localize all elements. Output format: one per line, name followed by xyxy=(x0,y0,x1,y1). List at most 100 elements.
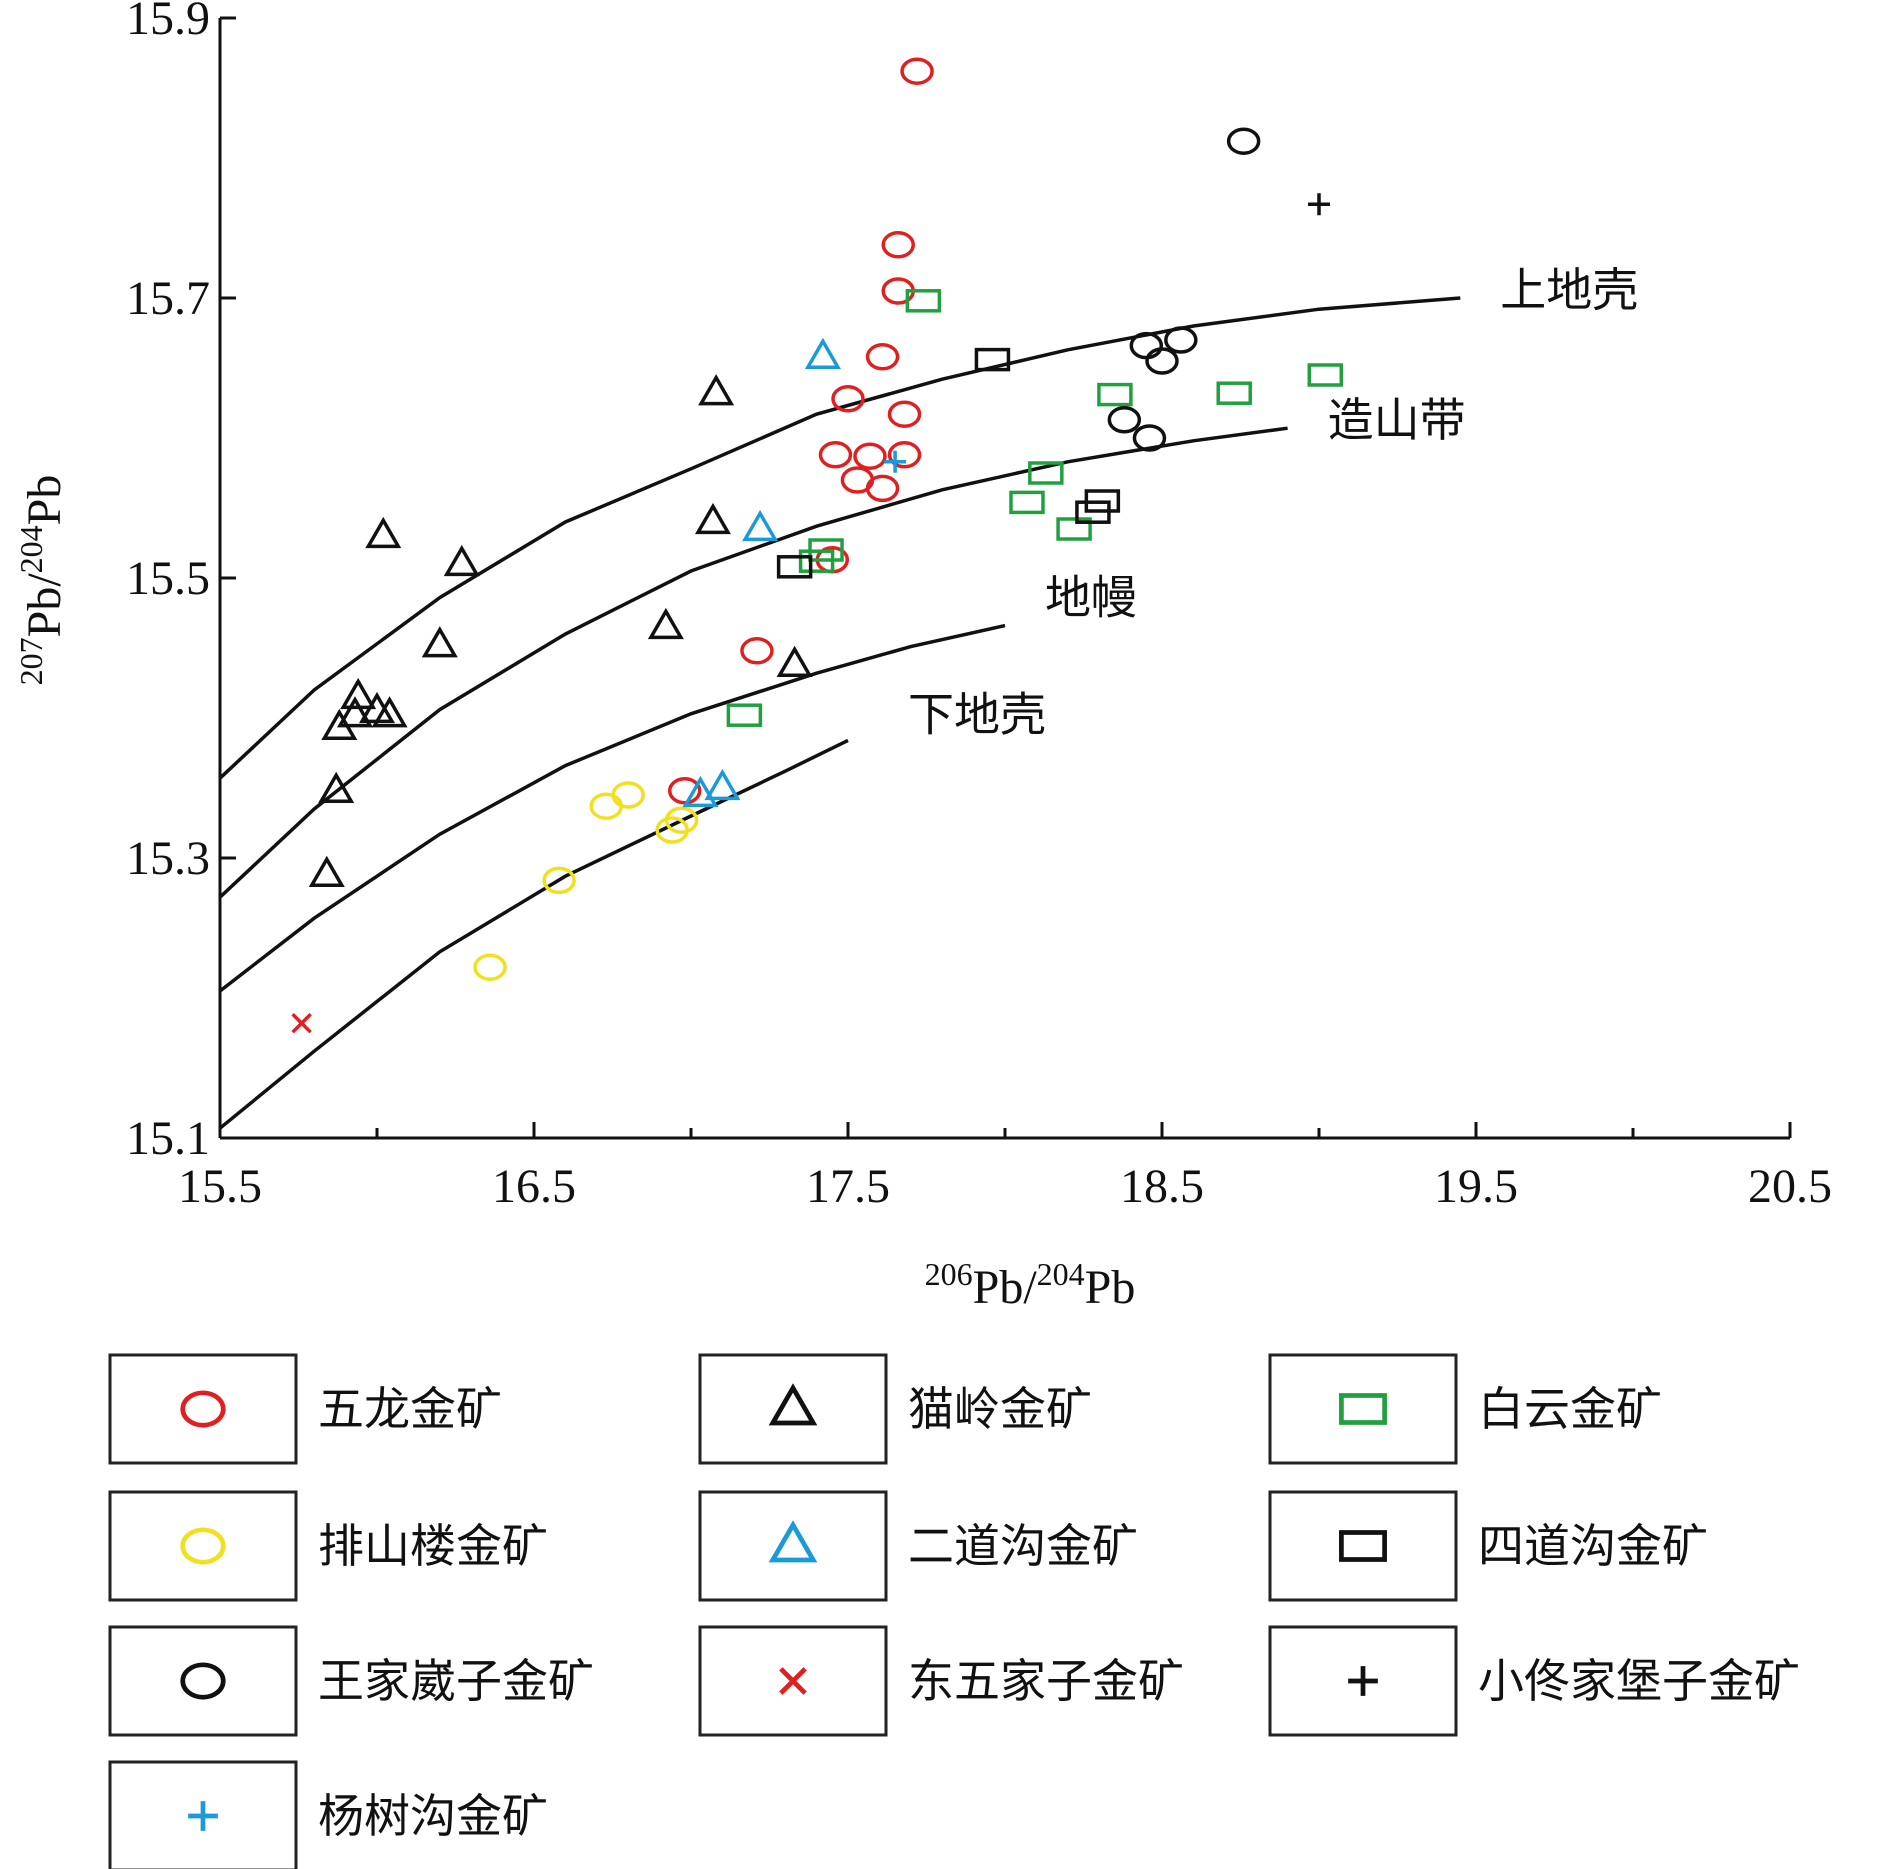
data-point xyxy=(694,502,732,535)
legend-item: 王家崴子金矿 xyxy=(108,1625,594,1737)
data-point xyxy=(308,855,345,887)
curve-line xyxy=(218,738,849,1130)
data-point xyxy=(318,771,355,803)
legend-marker xyxy=(180,1527,226,1565)
data-point xyxy=(853,442,887,470)
legend-item: 排山楼金矿 xyxy=(108,1490,548,1602)
data-point xyxy=(887,441,922,469)
y-tick-label: 15.9 xyxy=(126,0,210,45)
x-tick-label: 15.5 xyxy=(178,1160,262,1213)
legend-marker xyxy=(180,1662,226,1700)
data-point xyxy=(421,626,458,658)
y-axis-pb-2: Pb xyxy=(18,475,71,526)
data-point xyxy=(589,792,623,820)
data-point xyxy=(740,637,774,665)
x-tick-label: 18.5 xyxy=(1120,1160,1204,1213)
legend-swatch-box xyxy=(698,1353,888,1465)
x-axis-sup-1: 206 xyxy=(925,1256,973,1292)
data-point xyxy=(365,516,402,549)
y-tick-label: 15.5 xyxy=(126,552,210,605)
legend-item: 小佟家堡子金矿 xyxy=(1268,1625,1800,1737)
curve-line xyxy=(218,296,1461,780)
data-point xyxy=(776,645,813,677)
legend-swatch-box xyxy=(108,1353,298,1465)
data-point xyxy=(1216,381,1252,405)
x-tick-label: 20.5 xyxy=(1748,1160,1832,1213)
legend-label: 东五家子金矿 xyxy=(908,1654,1184,1708)
data-point xyxy=(1308,193,1330,216)
legend-label: 四道沟金矿 xyxy=(1478,1519,1708,1573)
legend-label: 五龙金矿 xyxy=(318,1382,502,1436)
data-point xyxy=(798,549,835,573)
data-points xyxy=(291,57,1344,1034)
legend-label: 白云金矿 xyxy=(1478,1382,1662,1436)
data-point xyxy=(443,544,480,577)
data-point xyxy=(818,441,853,469)
legend-swatch-box xyxy=(1268,1353,1458,1465)
y-axis-sup-2: 204 xyxy=(13,525,49,573)
curve-label: 上地壳 xyxy=(1500,263,1638,317)
legend-label: 猫岭金矿 xyxy=(908,1382,1092,1436)
data-point xyxy=(667,777,702,805)
legend-label: 二道沟金矿 xyxy=(908,1519,1138,1573)
data-point xyxy=(974,347,1011,372)
data-point xyxy=(655,816,689,844)
y-tick-label: 15.7 xyxy=(126,272,210,325)
data-point xyxy=(1009,490,1045,515)
data-point xyxy=(881,231,915,259)
data-point xyxy=(804,337,841,369)
data-point xyxy=(742,509,779,542)
data-point xyxy=(831,385,865,413)
data-point xyxy=(1056,517,1092,541)
data-point xyxy=(542,866,576,895)
x-tick-label: 16.5 xyxy=(492,1160,576,1213)
y-tick-label: 15.3 xyxy=(126,832,210,885)
data-point xyxy=(336,696,374,728)
x-tick-label: 19.5 xyxy=(1434,1160,1518,1213)
data-point xyxy=(1307,363,1344,387)
legend-label: 小佟家堡子金矿 xyxy=(1478,1654,1800,1708)
data-point xyxy=(726,703,763,727)
data-point xyxy=(1097,382,1133,407)
data-point xyxy=(1164,326,1198,354)
legend-label: 杨树沟金矿 xyxy=(318,1789,548,1843)
data-point xyxy=(647,607,684,640)
legend-marker xyxy=(779,1667,807,1695)
legend-item: 白云金矿 xyxy=(1268,1353,1662,1465)
legend-marker xyxy=(768,1520,818,1563)
data-point xyxy=(1107,406,1142,434)
legend-swatch-box xyxy=(108,1625,298,1737)
legend-marker xyxy=(188,1801,218,1831)
legend-marker xyxy=(180,1390,226,1428)
legend-marker xyxy=(1339,1393,1387,1425)
legend-marker xyxy=(768,1383,818,1426)
legend-item: 五龙金矿 xyxy=(108,1353,502,1465)
legend-swatch-box xyxy=(698,1490,888,1602)
legend-item: 四道沟金矿 xyxy=(1268,1490,1708,1602)
data-point xyxy=(865,343,900,371)
legend-label: 排山楼金矿 xyxy=(318,1519,548,1573)
curve-line xyxy=(218,623,1006,993)
x-axis-base: Pb/ xyxy=(973,1261,1038,1314)
legend-item: 杨树沟金矿 xyxy=(108,1760,548,1869)
data-point xyxy=(1132,424,1167,452)
data-point xyxy=(611,781,645,809)
legend-marker xyxy=(1348,1666,1378,1696)
data-point xyxy=(371,696,408,728)
legend-marker xyxy=(1339,1530,1387,1562)
data-point xyxy=(1226,127,1261,155)
legend-label: 王家崴子金矿 xyxy=(318,1654,594,1708)
x-axis-sup-2: 204 xyxy=(1037,1256,1085,1292)
data-point xyxy=(291,1012,312,1034)
y-axis-sup-1: 207 xyxy=(13,637,49,685)
x-axis-title: 206Pb/204Pb xyxy=(925,1256,1136,1314)
legend-swatch-box xyxy=(108,1490,298,1602)
legend-item: 猫岭金矿 xyxy=(698,1353,1092,1465)
data-point xyxy=(884,450,907,473)
data-point xyxy=(1028,461,1064,485)
data-point xyxy=(905,289,942,313)
data-point xyxy=(776,555,813,579)
x-axis-tail: Pb xyxy=(1085,1261,1136,1314)
